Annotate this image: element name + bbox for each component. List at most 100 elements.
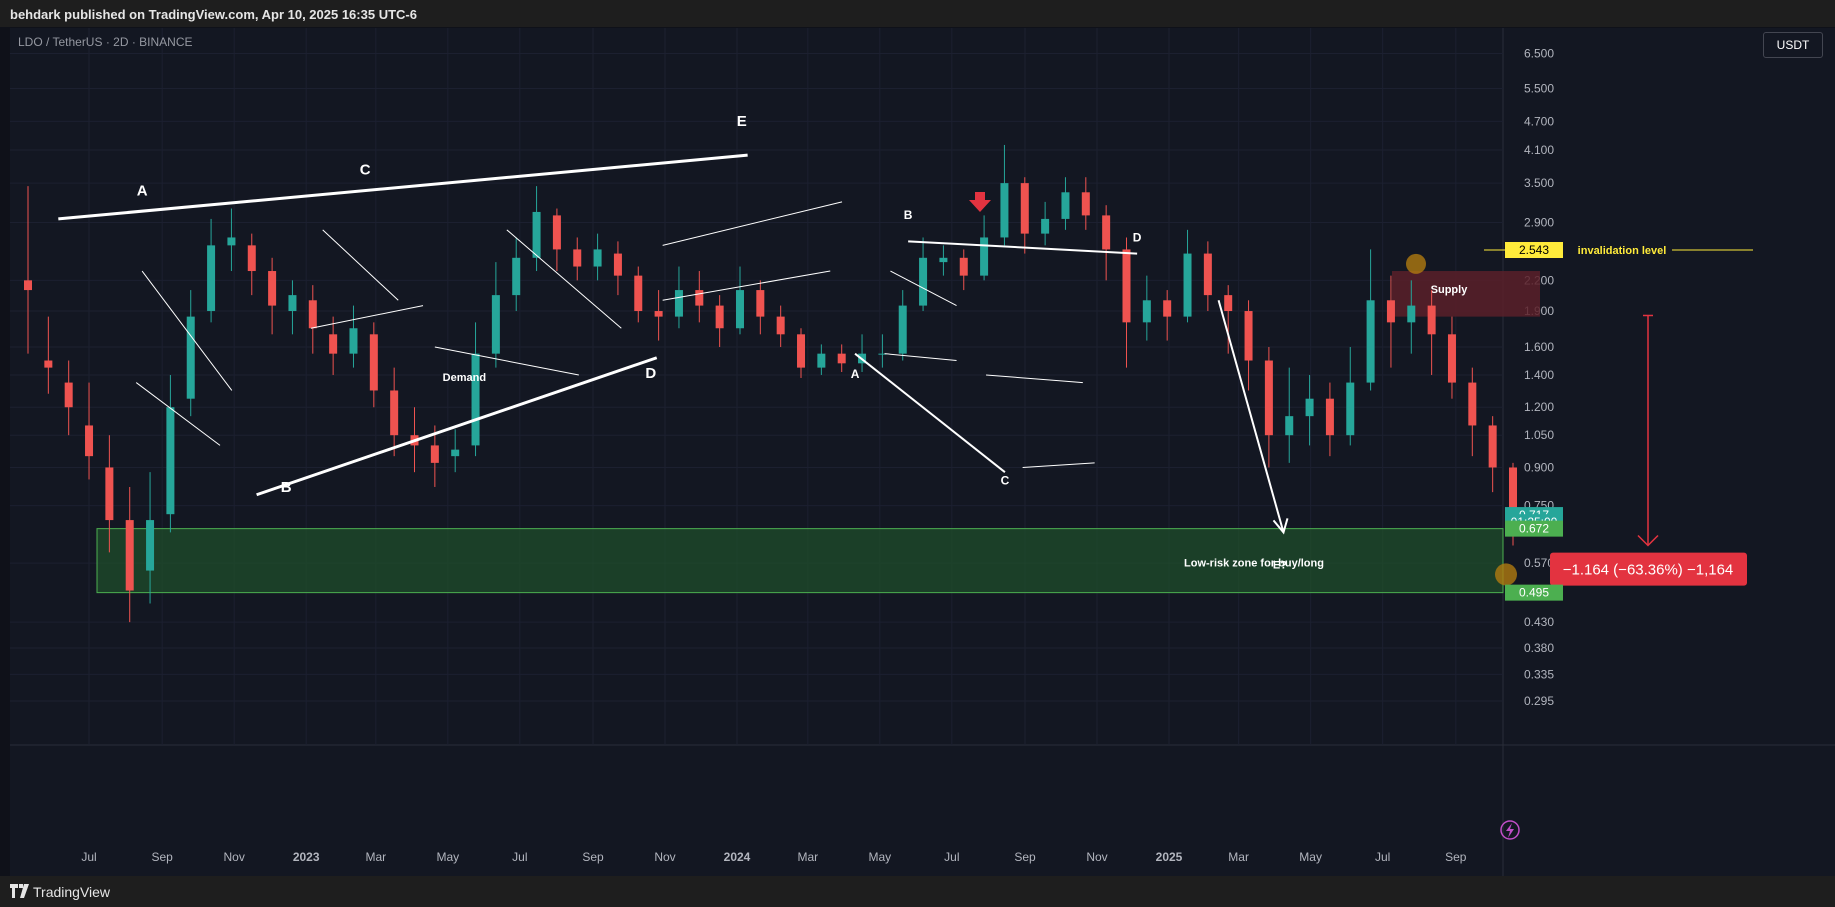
wave-label: C xyxy=(1001,473,1010,487)
trend-line xyxy=(58,153,748,221)
candle xyxy=(166,407,175,515)
trend-line xyxy=(1022,462,1095,468)
wave-label: E? xyxy=(1273,560,1287,572)
candle xyxy=(1203,253,1212,296)
marker-circle xyxy=(1495,563,1517,586)
price-label: 0.672 xyxy=(1519,522,1549,536)
y-tick-label: 0.430 xyxy=(1524,615,1554,629)
buy-zone xyxy=(96,528,1504,594)
x-tick-label: Sep xyxy=(582,850,604,864)
candle xyxy=(369,334,378,391)
y-tick-label: 1.050 xyxy=(1524,428,1554,442)
candle xyxy=(247,245,256,272)
candle xyxy=(898,305,907,354)
trend-line xyxy=(890,270,957,307)
y-tick-label: 1.600 xyxy=(1524,340,1554,354)
candle xyxy=(64,382,73,408)
price-axis xyxy=(1503,28,1835,745)
price-label-box xyxy=(1505,520,1563,537)
candle xyxy=(1509,467,1517,515)
plot-area xyxy=(10,28,1503,745)
candle xyxy=(1244,311,1253,361)
wave-label: B xyxy=(904,208,913,222)
trend-line xyxy=(1217,300,1285,533)
candle xyxy=(1000,183,1009,238)
x-tick-label: Nov xyxy=(1086,850,1107,864)
symbol-title: LDO / TetherUS · 2D · BINANCE xyxy=(18,35,193,49)
candle xyxy=(1366,300,1375,383)
x-tick-label: May xyxy=(1299,850,1322,864)
candle xyxy=(227,237,236,246)
x-tick-label: 2025 xyxy=(1156,850,1183,864)
measure-label: −1.164 (−63.36%) −1,164 xyxy=(1563,562,1734,579)
wave-label: D xyxy=(645,365,656,382)
currency-button[interactable]: USDT xyxy=(1763,32,1823,58)
candle xyxy=(1386,300,1395,323)
wave-label: A xyxy=(137,182,148,199)
trend-line xyxy=(908,240,1138,255)
price-chart[interactable]: 6.5005.5004.7004.1003.5002.9002.2001.900… xyxy=(0,27,1835,876)
candle xyxy=(105,467,114,521)
trend-line xyxy=(986,374,1083,384)
y-tick-label: 0.295 xyxy=(1524,694,1554,708)
x-tick-label: Nov xyxy=(224,850,245,864)
x-tick-label: Jul xyxy=(1375,850,1390,864)
candle xyxy=(674,290,683,317)
footer: TradingView xyxy=(0,876,1835,907)
wave-label: B xyxy=(281,479,292,496)
candle xyxy=(1020,183,1029,234)
candle xyxy=(288,295,297,312)
candle xyxy=(44,360,53,368)
trend-line xyxy=(662,201,843,246)
candle xyxy=(1102,215,1111,250)
y-tick-label: 1.200 xyxy=(1524,400,1554,414)
trend-line xyxy=(256,356,658,497)
x-tick-label: Jul xyxy=(512,850,527,864)
candle xyxy=(1427,305,1436,335)
candle xyxy=(308,300,317,329)
candle xyxy=(735,290,744,329)
wave-label: Demand xyxy=(443,372,486,384)
x-tick-label: Jul xyxy=(944,850,959,864)
candle xyxy=(797,334,806,368)
candle xyxy=(1346,382,1355,436)
candle xyxy=(1407,305,1416,323)
candle xyxy=(695,290,704,306)
candle xyxy=(939,257,948,263)
y-tick-label: 2.900 xyxy=(1524,215,1554,229)
candle xyxy=(593,249,602,267)
x-tick-label: May xyxy=(436,850,459,864)
x-tick-label: Sep xyxy=(1014,850,1036,864)
y-tick-label: 0.900 xyxy=(1524,460,1554,474)
trend-line xyxy=(854,352,1006,473)
candle xyxy=(430,445,439,463)
wave-label: A xyxy=(851,367,860,381)
measure-arrow xyxy=(1637,534,1659,547)
candle xyxy=(919,257,928,306)
candle xyxy=(1224,295,1233,312)
wave-label: E xyxy=(737,113,747,130)
trend-line xyxy=(434,346,579,376)
supply-zone xyxy=(1392,271,1540,317)
candle xyxy=(1122,249,1131,323)
measure-badge xyxy=(1550,552,1747,586)
candle xyxy=(980,237,989,276)
candle xyxy=(1041,218,1050,234)
y-tick-label: 4.100 xyxy=(1524,143,1554,157)
x-tick-label: Mar xyxy=(797,850,818,864)
candle xyxy=(1163,300,1172,317)
y-tick-label: 4.700 xyxy=(1524,114,1554,128)
lightning-icon xyxy=(1500,820,1520,840)
candle xyxy=(451,449,460,457)
candle xyxy=(349,328,358,354)
candle xyxy=(1142,300,1151,323)
candle xyxy=(1325,398,1334,436)
x-tick-label: 2023 xyxy=(293,850,320,864)
y-tick-label: 1.400 xyxy=(1524,368,1554,382)
wave-label: D xyxy=(1133,230,1142,244)
candle xyxy=(471,353,480,446)
candle xyxy=(634,275,643,312)
candle xyxy=(613,253,622,276)
price-label: 0.495 xyxy=(1519,586,1549,600)
trend-line xyxy=(135,382,221,446)
